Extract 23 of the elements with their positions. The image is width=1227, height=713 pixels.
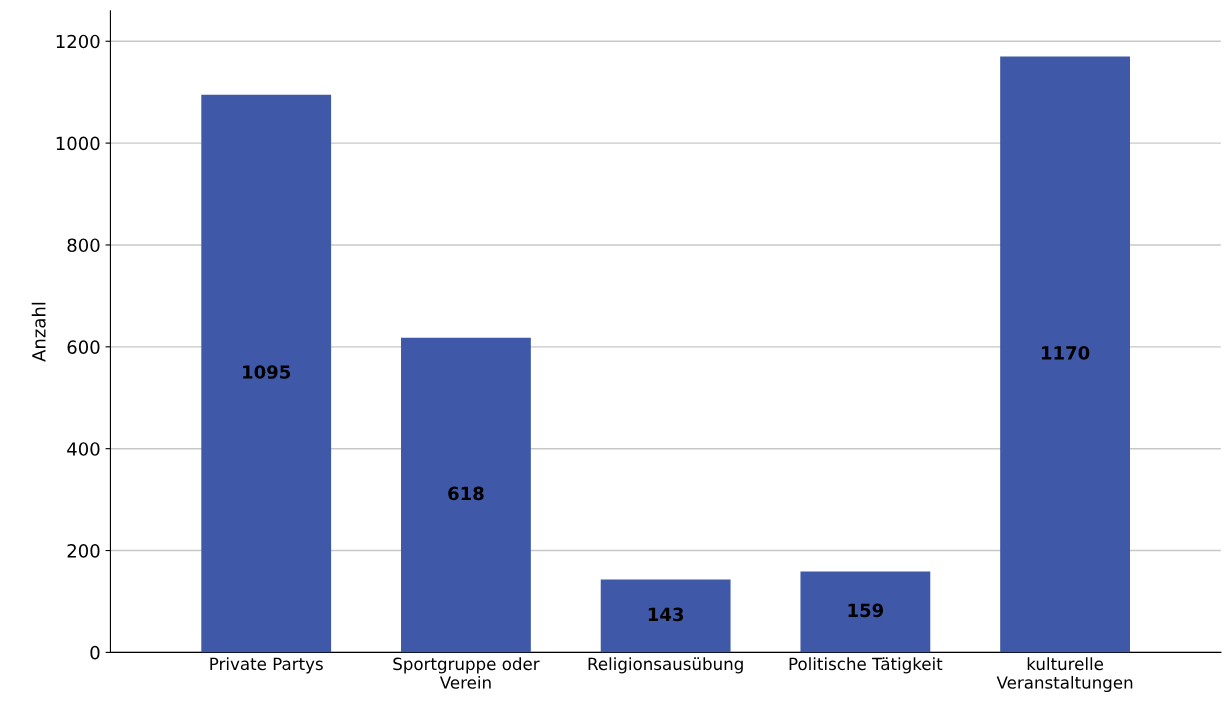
y-tick-label: 600 <box>67 340 100 354</box>
y-tick-label: 0 <box>90 645 100 660</box>
bar <box>600 579 731 653</box>
y-axis-title: Anzahl <box>31 302 46 362</box>
bar <box>800 571 931 653</box>
bar <box>401 337 531 653</box>
y-tick-label: 200 <box>67 544 100 558</box>
data-label: 618 <box>448 486 484 501</box>
data-label: 1170 <box>1042 346 1090 360</box>
y-tick-label: 800 <box>67 238 100 253</box>
data-label: 159 <box>848 603 884 618</box>
x-tick-label: Religionsausübung <box>588 657 743 674</box>
data-label: 143 <box>648 607 684 622</box>
bar <box>201 94 332 653</box>
y-tick-label: 400 <box>67 442 100 456</box>
data-label: 1095 <box>243 365 291 379</box>
x-tick-label: Sportgruppe oder Verein <box>393 657 540 689</box>
y-tick-label: 1200 <box>56 34 100 49</box>
y-tick-label: 1000 <box>56 136 100 151</box>
x-tick-label: Politische Tätigkeit <box>789 657 943 674</box>
x-tick-label: Private Partys <box>210 657 323 674</box>
x-tick-label: kulturelle Veranstaltungen <box>996 657 1133 693</box>
bar <box>1000 56 1130 653</box>
